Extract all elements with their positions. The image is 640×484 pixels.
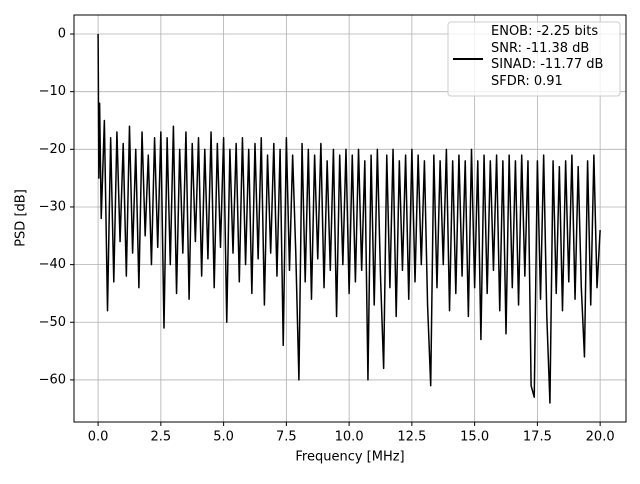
x-tick-label: 20.0 — [586, 430, 615, 445]
y-tick-label: −20 — [39, 142, 66, 157]
x-tick-label: 2.5 — [151, 430, 172, 445]
axes-frame — [73, 14, 627, 423]
x-tick-label: 15.0 — [460, 430, 489, 445]
y-tick-label: −10 — [39, 84, 66, 99]
y-tick-label: −50 — [39, 315, 66, 330]
x-tick-label: 0.0 — [88, 430, 109, 445]
legend: ENOB: -2.25 bits SNR: -11.38 dB SINAD: -… — [447, 21, 621, 97]
y-tick-label: 0 — [58, 27, 66, 42]
psd-line — [97, 34, 601, 404]
x-tick-label: 5.0 — [213, 430, 234, 445]
x-tick-label: 10.0 — [335, 430, 364, 445]
x-tick-label: 7.5 — [276, 430, 297, 445]
y-tick-label: −30 — [39, 199, 66, 214]
y-tick-label: −60 — [39, 372, 66, 387]
y-axis-label: PSD [dB] — [14, 189, 29, 247]
x-tick-label: 12.5 — [397, 430, 426, 445]
legend-label: ENOB: -2.25 bits SNR: -11.38 dB SINAD: -… — [491, 24, 604, 89]
legend-box — [447, 21, 621, 97]
ticks: 0.0 2.5 5.0 7.5 10.0 12.5 15.0 17.5 20.0 0 −10 −20 −… — [39, 27, 615, 445]
y-tick-label: −40 — [39, 257, 66, 272]
x-tick-label: 17.5 — [523, 430, 552, 445]
legend-text-box: ENOB: -2.25 bits SNR: -11.38 dB SINAD: -… — [491, 24, 604, 89]
plot — [97, 34, 601, 404]
x-axis-label: Frequency [MHz] — [295, 450, 404, 465]
